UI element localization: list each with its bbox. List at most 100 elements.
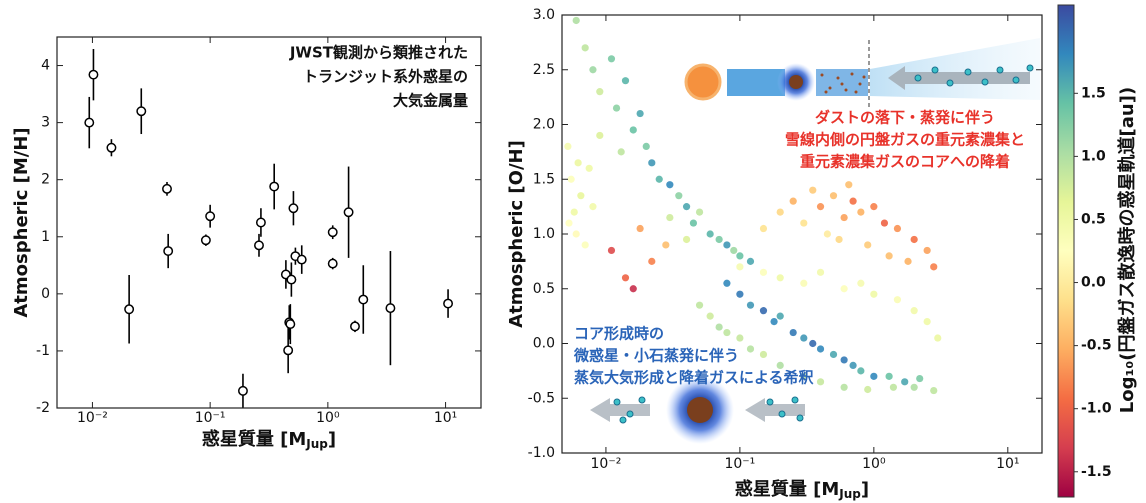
data-point bbox=[930, 386, 938, 395]
data-point bbox=[736, 263, 744, 271]
data-point bbox=[870, 290, 878, 298]
data-point bbox=[570, 208, 578, 216]
colorbar-tick-label: 1.0 bbox=[1081, 148, 1106, 164]
data-point bbox=[864, 241, 872, 249]
illustrations bbox=[590, 38, 1040, 444]
annotation: 微惑星・小石蒸発に伴う bbox=[573, 347, 739, 365]
data-point bbox=[880, 219, 889, 227]
data-point bbox=[589, 203, 597, 211]
pebbles-right bbox=[766, 396, 804, 422]
data-point bbox=[736, 252, 744, 260]
x-tick-label: 10⁻¹ bbox=[195, 410, 226, 426]
y-tick-label: 0 bbox=[41, 286, 50, 302]
data-point bbox=[809, 186, 817, 194]
data-point bbox=[759, 350, 768, 359]
data-point bbox=[648, 159, 656, 167]
data-point bbox=[666, 181, 674, 189]
data-point bbox=[567, 175, 575, 183]
data-point bbox=[565, 219, 573, 227]
data-point bbox=[730, 246, 738, 255]
annotation: トランジット系外惑星の bbox=[303, 68, 468, 86]
data-point bbox=[776, 312, 784, 320]
data-point bbox=[816, 268, 825, 276]
data-point bbox=[885, 372, 893, 380]
x-tick-label: 10¹ bbox=[996, 456, 1019, 472]
data-point bbox=[746, 345, 755, 353]
annotation: 大気金属量 bbox=[393, 92, 468, 110]
outflow-arrow bbox=[590, 398, 650, 422]
data-point bbox=[723, 328, 731, 337]
y-tick-label: 2.0 bbox=[533, 117, 555, 133]
data-point bbox=[800, 334, 808, 342]
x-tick-label: 10⁻² bbox=[77, 410, 108, 426]
data-point bbox=[840, 285, 848, 293]
data-point bbox=[816, 345, 825, 353]
data-point bbox=[746, 257, 755, 265]
data-point bbox=[629, 126, 637, 134]
annotation: ダストの落下・蒸発に伴う bbox=[815, 109, 995, 127]
data-point bbox=[596, 131, 604, 140]
data-point bbox=[723, 279, 731, 287]
data-point bbox=[816, 203, 825, 211]
x-axis-label: 惑星質量 [MJup] bbox=[735, 478, 869, 501]
data-point bbox=[612, 104, 621, 112]
data-point bbox=[255, 217, 266, 228]
data-point bbox=[840, 356, 848, 364]
y-tick-label: 4 bbox=[41, 58, 50, 74]
colorbar-tick-label: 1.5 bbox=[1081, 85, 1106, 101]
colorbar bbox=[1057, 4, 1075, 498]
data-point bbox=[589, 66, 597, 74]
sun bbox=[684, 63, 722, 101]
data-point bbox=[205, 211, 216, 222]
data-point bbox=[621, 274, 630, 282]
data-point bbox=[636, 224, 644, 233]
data-point bbox=[910, 307, 918, 315]
data-point bbox=[916, 374, 924, 383]
pebbles-left bbox=[613, 396, 646, 424]
data-point bbox=[607, 246, 616, 255]
data-point bbox=[776, 361, 784, 369]
data-point bbox=[889, 383, 898, 391]
y-tick-label: 1 bbox=[41, 229, 50, 245]
data-point bbox=[800, 219, 808, 227]
data-point bbox=[88, 69, 99, 80]
plot-frame bbox=[56, 36, 482, 409]
data-point bbox=[910, 383, 918, 391]
data-point bbox=[706, 230, 714, 238]
y-tick-label: 0.0 bbox=[533, 336, 555, 352]
data-point bbox=[885, 252, 893, 260]
data-point bbox=[572, 16, 580, 25]
data-point bbox=[809, 339, 817, 348]
data-point bbox=[759, 307, 768, 315]
y-tick-label: 3 bbox=[41, 115, 50, 131]
data-point bbox=[269, 181, 280, 192]
data-point bbox=[581, 44, 589, 52]
data-point bbox=[682, 203, 691, 211]
data-point bbox=[910, 235, 918, 244]
colorbar-tick-label: 0.0 bbox=[1081, 275, 1106, 291]
x-axis-label-end: ] bbox=[328, 429, 336, 450]
data-point bbox=[695, 301, 704, 309]
data-point bbox=[621, 77, 630, 85]
data-point bbox=[776, 274, 784, 282]
data-point bbox=[857, 208, 865, 216]
data-point bbox=[666, 213, 674, 222]
x-tick-label: 10¹ bbox=[434, 410, 457, 426]
data-point bbox=[574, 159, 582, 167]
core bbox=[687, 397, 713, 423]
planet-core bbox=[789, 75, 803, 89]
data-point bbox=[581, 241, 589, 249]
data-point bbox=[689, 219, 698, 227]
data-point bbox=[358, 294, 369, 305]
data-point bbox=[617, 148, 625, 156]
data-point bbox=[893, 224, 902, 233]
data-point bbox=[857, 279, 865, 287]
data-point bbox=[254, 240, 264, 251]
data-point bbox=[327, 227, 338, 238]
colorbar-tick-label: -1.0 bbox=[1081, 401, 1112, 417]
data-point bbox=[770, 318, 778, 326]
data-point bbox=[585, 164, 593, 172]
data-point bbox=[572, 230, 580, 238]
